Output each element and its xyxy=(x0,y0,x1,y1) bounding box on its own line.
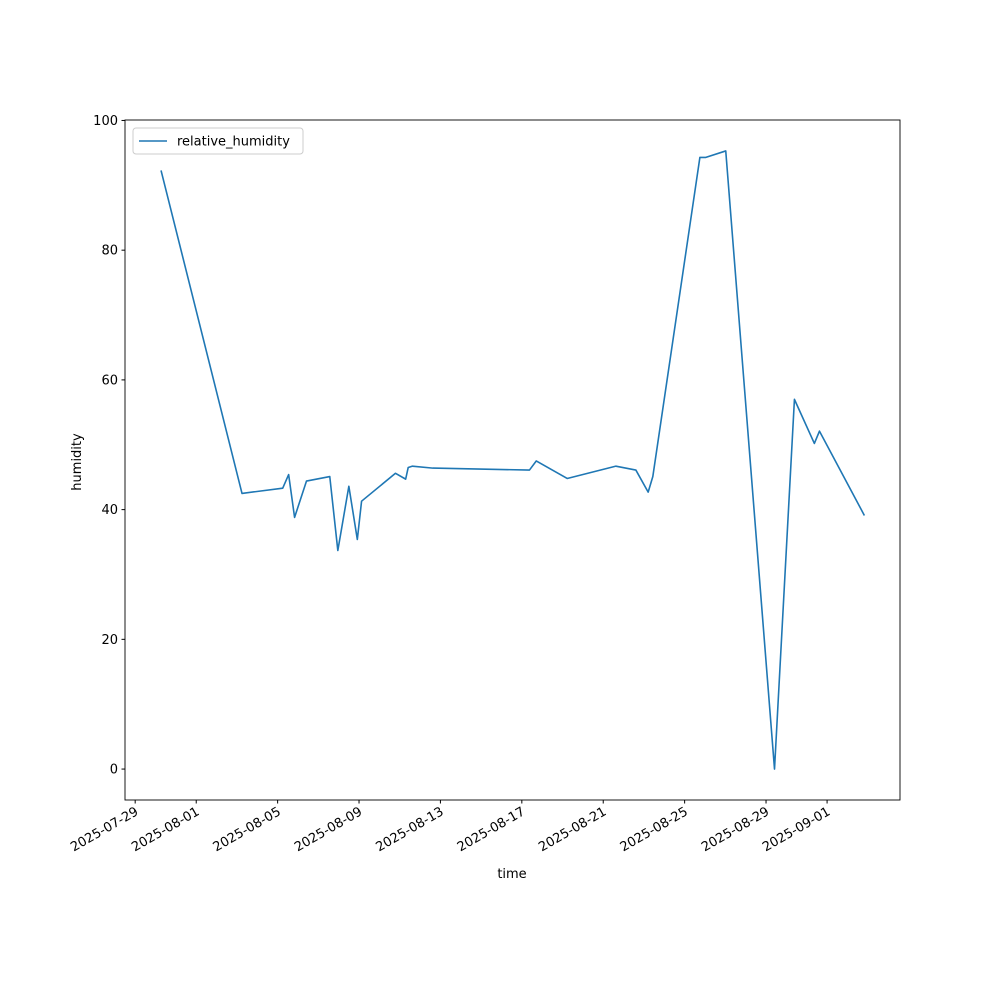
y-axis-label: humidity xyxy=(70,433,85,491)
line-series xyxy=(160,150,866,770)
y-tick-label: 40 xyxy=(101,503,118,518)
plot-frame xyxy=(124,119,901,801)
y-tick-label: 80 xyxy=(101,244,118,259)
y-tick-label: 100 xyxy=(93,114,118,129)
x-axis-label: time xyxy=(497,867,526,882)
legend-box xyxy=(132,127,304,155)
y-tick-label: 60 xyxy=(101,373,118,388)
y-tick-label: 0 xyxy=(110,763,118,778)
y-tick-label: 20 xyxy=(101,633,118,648)
legend: relative_humidity xyxy=(132,127,304,155)
legend-label: relative_humidity xyxy=(177,135,290,150)
